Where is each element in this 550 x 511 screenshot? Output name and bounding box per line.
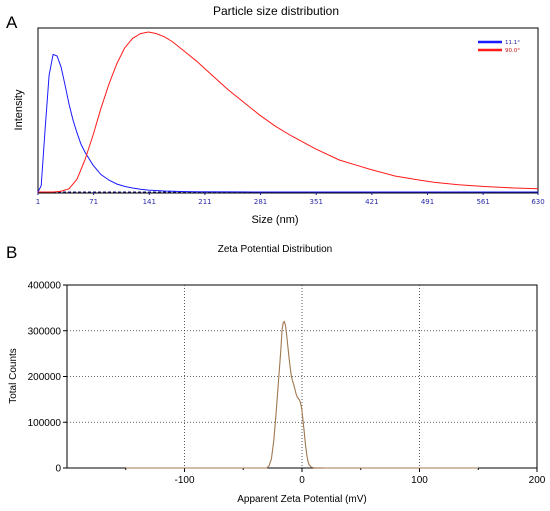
chart-b-xtick-label: 100 (411, 475, 428, 486)
chart-b-xtick-label: 0 (299, 475, 305, 486)
chart-a-xtick-label: 421 (365, 198, 378, 206)
panel-b-letter: B (6, 243, 17, 262)
chart-b-ticks: -100 0 100 200 0 100000 200000 300000 400000 (28, 281, 546, 487)
chart-b-ytick-label: 300000 (28, 326, 62, 337)
chart-a-title: Particle size distribution (213, 4, 339, 18)
panel-a-letter: A (6, 13, 18, 32)
chart-a-xtick-label: 211 (198, 198, 211, 206)
chart-a-xtick-label: 141 (143, 198, 156, 206)
chart-a-series (37, 31, 539, 193)
chart-a-xtick-label: 351 (310, 198, 323, 206)
chart-a-series-line-2 (38, 31, 539, 193)
chart-b-title: Zeta Potential Distribution (218, 244, 333, 255)
chart-b-series (125, 320, 479, 469)
chart-b-ytick-label: 0 (55, 464, 61, 475)
chart-a-legend: 11.1° 90.0° (478, 40, 520, 54)
chart-b-ylabel: Total Counts (8, 348, 19, 404)
chart-b-series-line-1 (125, 320, 479, 469)
legend-label-11: 11.1° (505, 40, 520, 46)
chart-b-xtick-label: -100 (174, 475, 194, 486)
chart-a-xtick-label: 71 (89, 198, 98, 206)
chart-a-frame (37, 27, 539, 194)
chart-a-xtick-label: 281 (254, 198, 267, 206)
chart-b-ytick-label: 100000 (28, 418, 62, 429)
chart-b-ytick-label: 400000 (28, 281, 62, 292)
chart-a-xlabel: Size (nm) (251, 214, 298, 226)
chart-b: Zeta Potential Distribution -100 0 100 2000… (8, 244, 546, 505)
chart-a-xtick-label: 491 (421, 198, 434, 206)
chart-b-ytick-label: 200000 (28, 372, 62, 383)
chart-a-xtick-label: 561 (476, 198, 489, 206)
chart-a-xtick-label: 630 (531, 198, 544, 206)
chart-a-series-line-1 (37, 53, 538, 193)
chart-b-xlabel: Apparent Zeta Potential (mV) (237, 494, 367, 505)
chart-a-ticks: 1 71 141 211 281 351 421 491 561 630 (36, 192, 545, 206)
chart-b-grid (67, 285, 537, 468)
chart-a: Particle size distribution 1 71 141 211 281 3… (13, 4, 545, 226)
legend-label-90: 90.0° (505, 48, 520, 54)
chart-a-ylabel: Intensity (13, 89, 25, 130)
chart-b-xtick-label: 200 (529, 475, 546, 486)
chart-a-xtick-label: 1 (36, 198, 40, 206)
